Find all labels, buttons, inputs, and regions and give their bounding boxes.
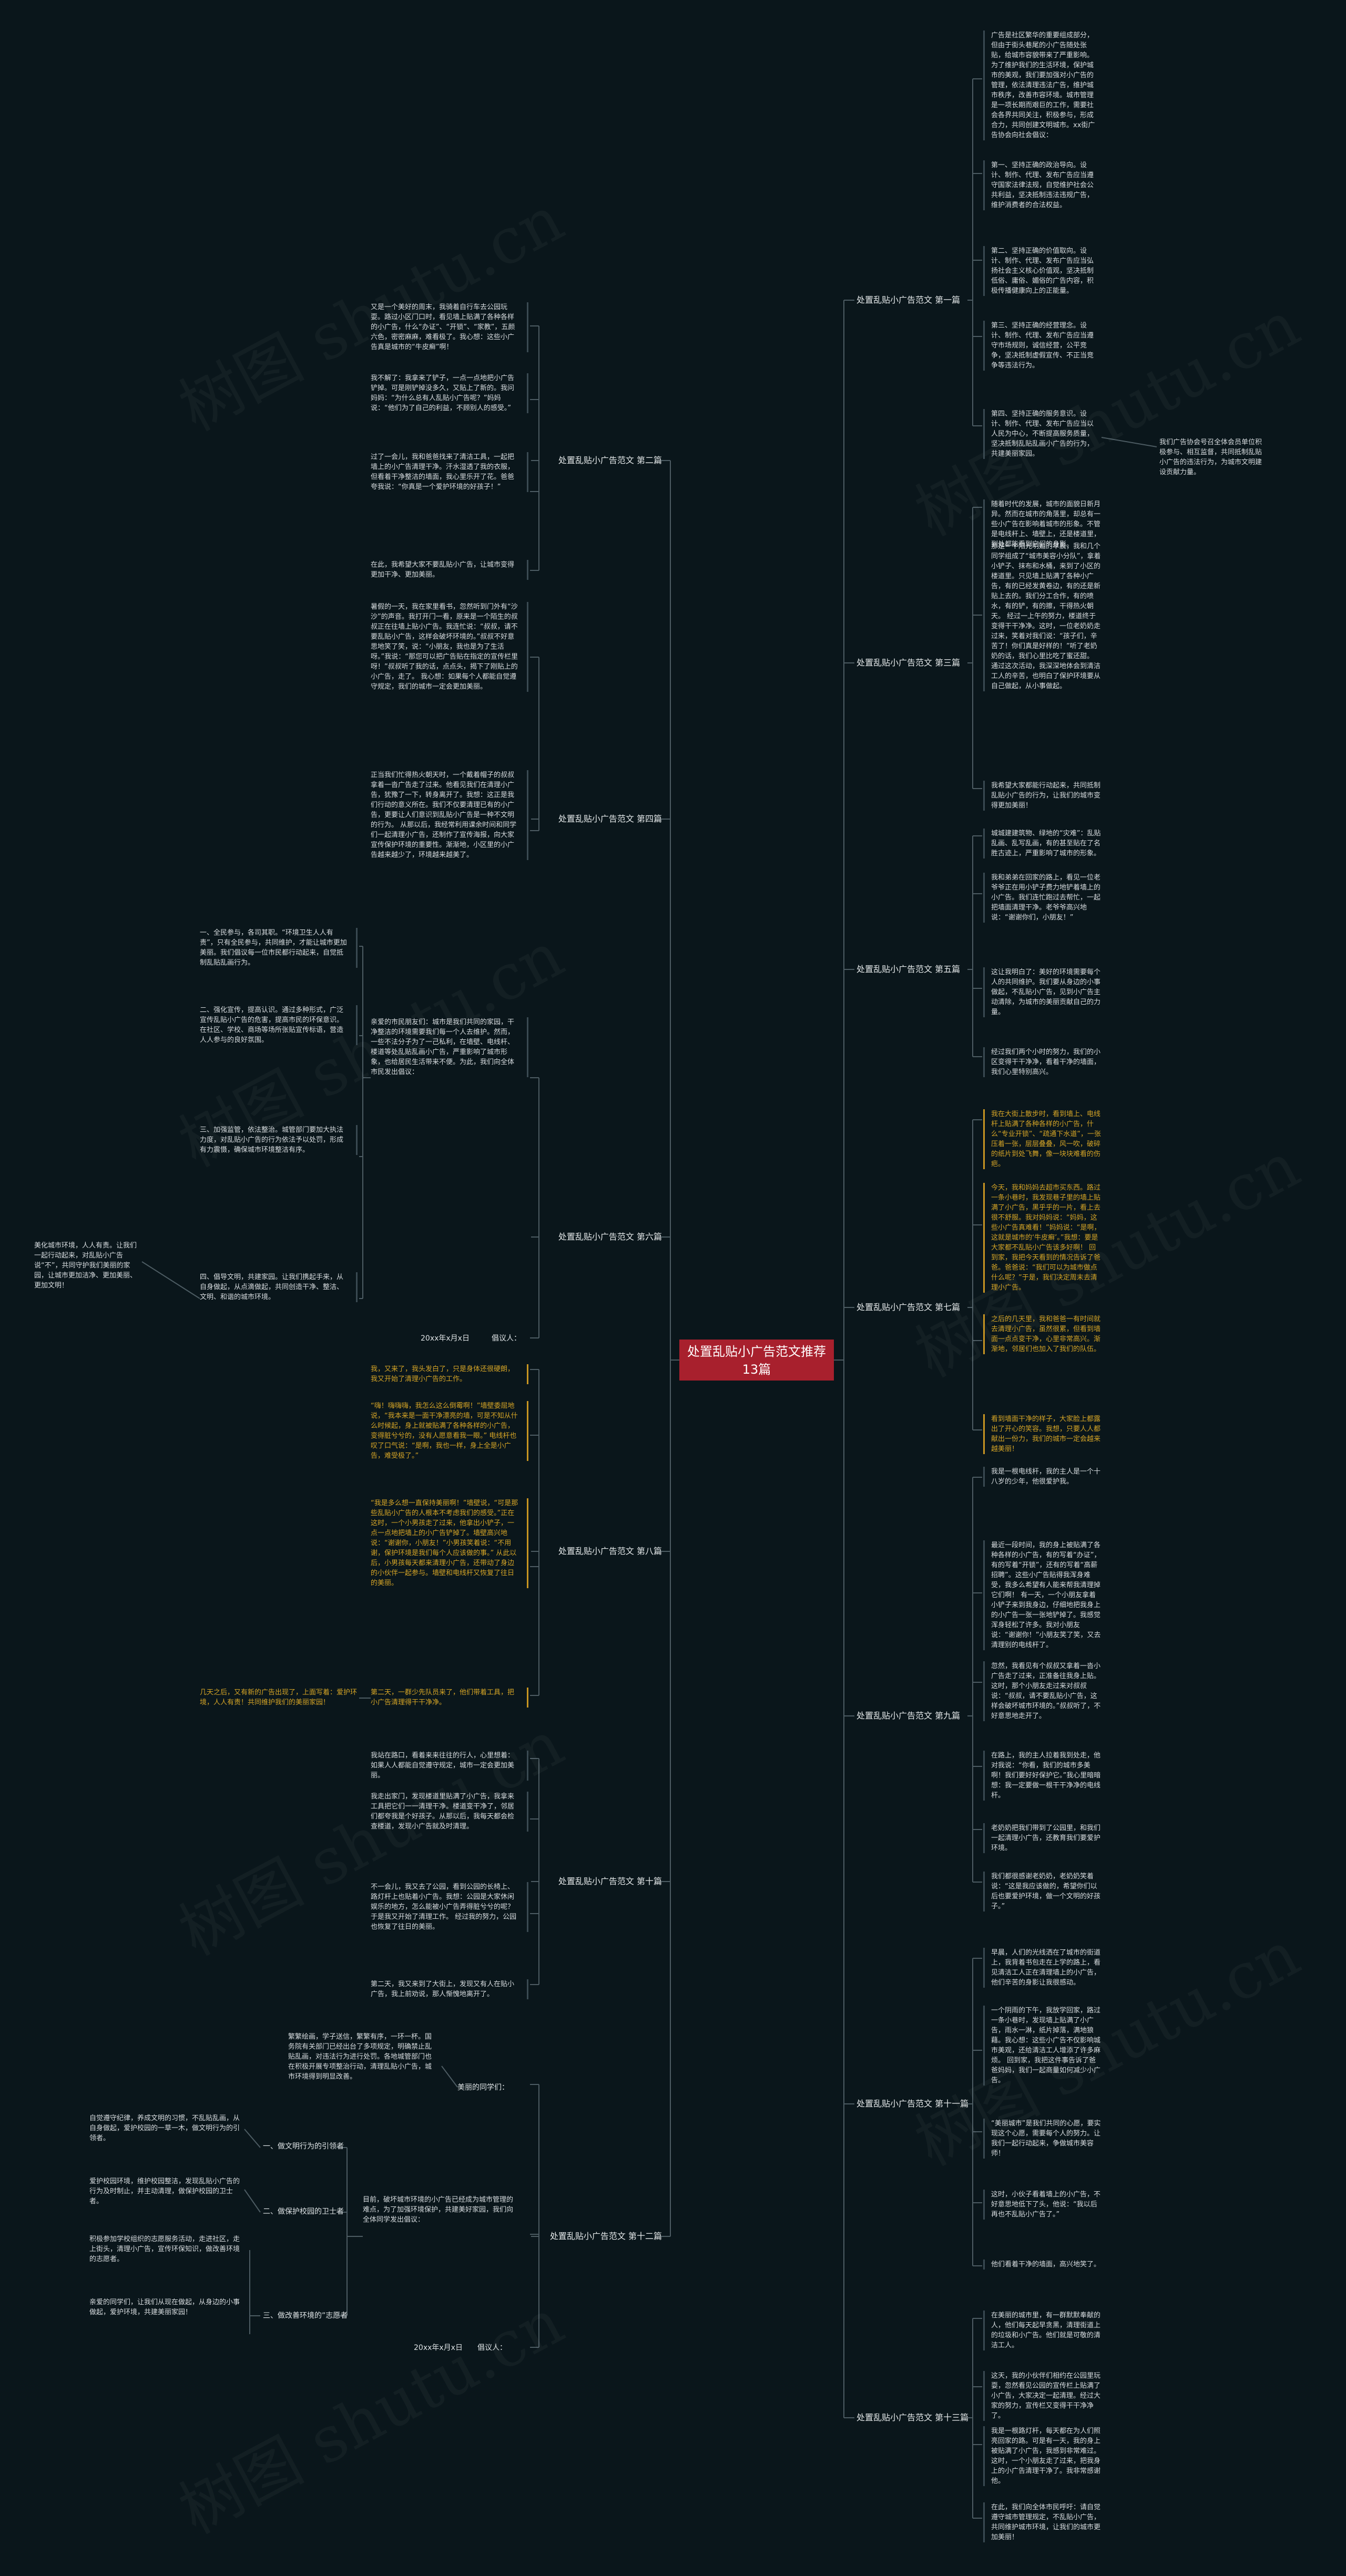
branch-11-leaf: 早晨，人们的光线洒在了城市的街道上，我背着书包走在上学的路上，看见清洁工人正在清… bbox=[983, 1948, 1102, 1988]
branch-10-leaf: 第二天，我又来到了大街上，发现又有人在贴小广告，我上前劝说，那人惭愧地离开了。 bbox=[371, 1979, 528, 1999]
branch-12-sub-leaf: 积极参加学校组织的志愿服务活动，走进社区，走上街头，清理小广告，宣传环保知识，做… bbox=[89, 2235, 240, 2263]
branch-9-leaf: 我是一根电线杆，我的主人是一个十八岁的少年，他很爱护我。 bbox=[983, 1467, 1102, 1487]
sub-link bbox=[441, 2066, 458, 2088]
branch-12-sub-leaf: 爱护校园环境，维护校园整洁，发现乱贴小广告的行为及时制止，并主动清理，做保护校园… bbox=[89, 2178, 240, 2205]
branch-1-leaf: 第三、坚持正确的经营理念。设计、制作、代理、发布广告应当遵守市场规则，诚信经营，… bbox=[983, 321, 1099, 371]
branch-4[interactable]: 处置乱贴小广告范文 第四篇 bbox=[558, 814, 662, 824]
branch-6-sub: 一、全民参与，各司其职。“环境卫生人人有责”，只有全民参与，共同维护，才能让城市… bbox=[200, 928, 358, 968]
branch-9-leaf: 老奶奶把我们带到了公园里，和我们一起清理小广告，还教育我们要爱护环境。 bbox=[983, 1823, 1102, 1853]
branch-3[interactable]: 处置乱贴小广告范文 第三篇 bbox=[856, 658, 961, 668]
branch-12-sub-1[interactable]: 一、做文明行为的引领者 bbox=[263, 2142, 344, 2151]
branch-11[interactable]: 处置乱贴小广告范文 第十一篇 bbox=[856, 2099, 969, 2109]
branch-11-leaf: 这时，小伙子看着墙上的小广告，不好意思地低下了头，他说：“我以后再也不乱贴小广告… bbox=[983, 2190, 1102, 2220]
sub-link bbox=[141, 1261, 200, 1299]
branch-13-leaf: 在美丽的城市里，有一群默默奉献的人，他们每天起早贪黑，清理街道上的垃圾和小广告。… bbox=[983, 2311, 1102, 2350]
branch-9-leaf: 在路上，我的主人拉着我到处走，他对我说：“你看，我们的城市多美啊！我们要好好保护… bbox=[983, 1751, 1102, 1801]
branch-5-leaf: 经过我们两个小时的努力，我们的小区变得干干净净，看着干净的墙面，我们心里特别高兴… bbox=[983, 1047, 1102, 1077]
branch-13-leaf: 在此，我们向全体市民呼吁：请自觉遵守城市管理规定，不乱贴小广告，共同维护城市环境… bbox=[983, 2502, 1102, 2542]
branch-9-leaf: 最近一段时间，我的身上被贴满了各种各样的小广告，有的写着“办证”，有的写着“开锁… bbox=[983, 1540, 1102, 1650]
branch-13-leaf: 我是一根路灯杆，每天都在为人们照亮回家的路。可是有一天，我的身上被贴满了小广告，… bbox=[983, 2426, 1102, 2486]
branch-4-leaf: 正当我们忙得热火朝天时，一个戴着帽子的叔叔拿着一沓广告走了过来。他看见我们在清理… bbox=[371, 770, 528, 860]
branch-13-leaf: 这天，我的小伙伴们相约在公园里玩耍，忽然看见公园的宣传栏上贴满了小广告，大家决定… bbox=[983, 2371, 1102, 2421]
branch-11-leaf: “美丽城市”是我们共同的心愿，要实现这个心愿，需要每个人的努力。让我们一起行动起… bbox=[983, 2119, 1102, 2159]
branch-1-leaf: 第二、坚持正确的价值取向。设计、制作、代理、发布广告应当弘扬社会主义核心价值观，… bbox=[983, 246, 1099, 296]
branch-8-leaf: 我，又来了，我头发白了，只是身体还很硬朗，我又开始了清理小广告的工作。 bbox=[371, 1364, 528, 1384]
branch-6-sub: 三、加强监管，依法整治。城管部门要加大执法力度，对乱贴小广告的行为依法予以处罚，… bbox=[200, 1125, 358, 1155]
branch-12-date: 20xx年x月x日 bbox=[414, 2344, 463, 2352]
branch-5[interactable]: 处置乱贴小广告范文 第五篇 bbox=[856, 964, 961, 974]
branch-2-leaf: 过了一会儿，我和爸爸找来了清洁工具，一起把墙上的小广告清理干净。汗水湿透了我的衣… bbox=[371, 452, 528, 492]
branch-9[interactable]: 处置乱贴小广告范文 第九篇 bbox=[856, 1711, 961, 1721]
branch-1-side-note: 我们广告协会号召全体会员单位积极参与、相互监督，共同抵制乱贴小广告的违法行为，为… bbox=[1159, 438, 1262, 476]
branch-6-date: 20xx年x月x日 bbox=[421, 1334, 470, 1343]
branch-8[interactable]: 处置乱贴小广告范文 第八篇 bbox=[558, 1546, 662, 1556]
branch-1-leaf: 第四、坚持正确的服务意识。设计、制作、代理、发布广告应当以人民为中心，不断提高服… bbox=[983, 409, 1099, 459]
branch-1-leaf: 第一、坚持正确的政治导向。设计、制作、代理、发布广告应当遵守国家法律法规，自觉维… bbox=[983, 160, 1099, 210]
branch-7-leaf: 今天，我和妈妈去超市买东西。路过一条小巷时，我发现巷子里的墙上贴满了小广告，黑乎… bbox=[983, 1183, 1102, 1293]
branch-6-sub: 二、强化宣传，提高认识。通过多种形式，广泛宣传乱贴小广告的危害，提高市民的环保意… bbox=[200, 1005, 358, 1045]
branch-12-signer: 倡议人： bbox=[477, 2344, 507, 2352]
branch-12-sub-2[interactable]: 二、做保护校园的卫士者 bbox=[263, 2207, 344, 2216]
branch-7[interactable]: 处置乱贴小广告范文 第七篇 bbox=[856, 1302, 961, 1312]
branch-12-sub-3[interactable]: 三、做改善环境的”志愿者 bbox=[263, 2312, 348, 2320]
branch-5-leaf: 这让我明白了：美好的环境需要每个人的共同维护。我们要从身边的小事做起，不乱贴小广… bbox=[983, 967, 1102, 1017]
branch-6-leaf: 亲爱的市民朋友们：城市是我们共同的家园，干净整洁的环境需要我们每一个人去维护。然… bbox=[371, 1017, 528, 1077]
sub-link bbox=[244, 2189, 261, 2213]
branch-3-leaf: 随着时代的发展，城市的面貌日新月异。然而在城市的角落里，却总有一些小广告在影响着… bbox=[983, 499, 1102, 549]
branch-7-leaf: 看到墙面干净的样子，大家脸上都露出了开心的笑容。我想，只要人人都献出一份力，我们… bbox=[983, 1414, 1102, 1454]
branch-2[interactable]: 处置乱贴小广告范文 第二篇 bbox=[558, 455, 662, 465]
branch-12-mid-leaf: 目前，破坏城市环境的小广告已经成为城市管理的难点，为了加强环境保护，共建美好家园… bbox=[363, 2196, 514, 2224]
branch-6[interactable]: 处置乱贴小广告范文 第六篇 bbox=[558, 1232, 662, 1242]
branch-10-leaf: 我站在路口，看着来来往往的行人，心里想着：如果人人都能自觉遵守规定，城市一定会更… bbox=[371, 1751, 528, 1781]
branch-7-leaf: 之后的几天里，我和爸爸一有时间就去清理小广告，虽然很累，但看到墙面一点点变干净，… bbox=[983, 1314, 1102, 1354]
branch-13[interactable]: 处置乱贴小广告范文 第十三篇 bbox=[856, 2413, 969, 2422]
branch-8-left-note: 几天之后，又有新的广告出现了，上面写着：爱护环境，人人有责！共同维护我们的美丽家… bbox=[200, 1689, 358, 1706]
branch-6-sub: 四、倡导文明，共建家园。让我们携起手来，从自身做起，从点滴做起，共同创造干净、整… bbox=[200, 1272, 358, 1302]
branch-10-leaf: 不一会儿，我又去了公园，看到公园的长椅上、路灯杆上也贴着小广告。我想：公园是大家… bbox=[371, 1882, 528, 1932]
branch-1-leaf: 广告是社区繁华的重要组成部分，但由于街头巷尾的小广告随处张贴，给城市容貌带来了严… bbox=[983, 30, 1099, 140]
branch-5-leaf: 城城建建筑物、绿地的“灾难”：乱贴乱画、乱写乱画，有的甚至贴在了名胜古迹上，严重… bbox=[983, 829, 1102, 858]
branch-12-sub-leaf: 亲爱的同学们，让我们从现在做起，从身边的小事做起，爱护环境，共建美丽家园！ bbox=[89, 2298, 240, 2316]
branch-11-leaf: 一个阴雨的下午，我放学回家，路过一条小巷时，发现墙上贴满了小广告，雨水一淋，纸片… bbox=[983, 2006, 1102, 2086]
branch-6-left-note: 美化城市环境，人人有责。让我们一起行动起来，对乱贴小广告说“不”，共同守护我们美… bbox=[34, 1242, 137, 1290]
branch-7-leaf: 我在大街上散步时，看到墙上、电线杆上贴满了各种各样的小广告，什么“专业开锁”、“… bbox=[983, 1109, 1102, 1169]
branch-12[interactable]: 处置乱贴小广告范文 第十二篇 bbox=[549, 2231, 662, 2241]
branch-2-leaf: 又是一个美好的周末，我骑着自行车去公园玩耍。路过小区门口时，看见墙上贴满了各种各… bbox=[371, 302, 528, 352]
branch-4-leaf: 暑假的一天，我在家里看书，忽然听到门外有“沙沙”的声音。我打开门一看，原来是一个… bbox=[371, 602, 528, 692]
branch-8-leaf: “嗨！嗨嗨嗨，我怎么这么倒霉啊！”墙壁委屈地说，“我本来是一面干净漂亮的墙，可是… bbox=[371, 1401, 528, 1461]
sub-link bbox=[244, 2129, 261, 2148]
branch-12-sub-leaf: 自觉遵守纪律，养成文明的习惯，不乱贴乱画，从自身做起，爱护校园的一草一木，做文明… bbox=[89, 2114, 240, 2142]
branch-8-leaf: 第二天，一群少先队员来了，他们带着工具，把小广告清理得干干净净。 bbox=[371, 1688, 528, 1708]
branch-12-greeting: 美丽的同学们： bbox=[457, 2083, 509, 2092]
branch-10[interactable]: 处置乱贴小广告范文 第十篇 bbox=[558, 1876, 662, 1886]
side-note-link bbox=[1101, 437, 1157, 447]
branch-6-signer: 倡议人： bbox=[492, 1334, 521, 1343]
branch-3-leaf: 那是一个阳光明媚的早晨，我和几个同学组成了“城市美容小分队”，拿着小铲子、抹布和… bbox=[983, 541, 1102, 691]
branch-12-top-leaf: 繁繁绘画，学子送信，繁繁有序，一环一杯。国务院有关部门已经出台了多项规定，明确禁… bbox=[288, 2033, 432, 2081]
branch-2-leaf: 在此，我希望大家不要乱贴小广告，让城市变得更加干净、更加美丽。 bbox=[371, 560, 528, 580]
branch-9-leaf: 我们都很感谢老奶奶，老奶奶笑着说：“这是我应该做的，希望你们以后也要爱护环境，做… bbox=[983, 1872, 1102, 1911]
branch-2-leaf: 我不解了：我拿来了铲子，一点一点地把小广告铲掉。可是刚铲掉没多久，又贴上了新的。… bbox=[371, 373, 528, 413]
branch-3-leaf: 我希望大家都能行动起来，共同抵制乱贴小广告的行为，让我们的城市变得更加美丽！ bbox=[983, 781, 1102, 811]
branch-10-leaf: 我走出家门，发现楼道里贴满了小广告，我拿来工具把它们一一清理干净。楼道变干净了，… bbox=[371, 1792, 528, 1832]
central-topic[interactable]: 处置乱贴小广告范文推荐13篇 bbox=[679, 1340, 834, 1381]
branch-11-leaf: 他们看着干净的墙面，高兴地笑了。 bbox=[983, 2260, 1102, 2270]
branch-9-leaf: 忽然，我看见有个叔叔又拿着一沓小广告走了过来，正准备往我身上贴。这时，那个小朋友… bbox=[983, 1661, 1102, 1721]
branch-8-leaf: “我是多么想一直保持美丽啊！”墙壁说，“可是那些乱贴小广告的人根本不考虑我们的感… bbox=[371, 1498, 528, 1588]
branch-1[interactable]: 处置乱贴小广告范文 第一篇 bbox=[856, 295, 961, 305]
branch-5-leaf: 我和弟弟在回家的路上，看见一位老爷爷正在用小铲子费力地铲着墙上的小广告。我们连忙… bbox=[983, 873, 1102, 923]
